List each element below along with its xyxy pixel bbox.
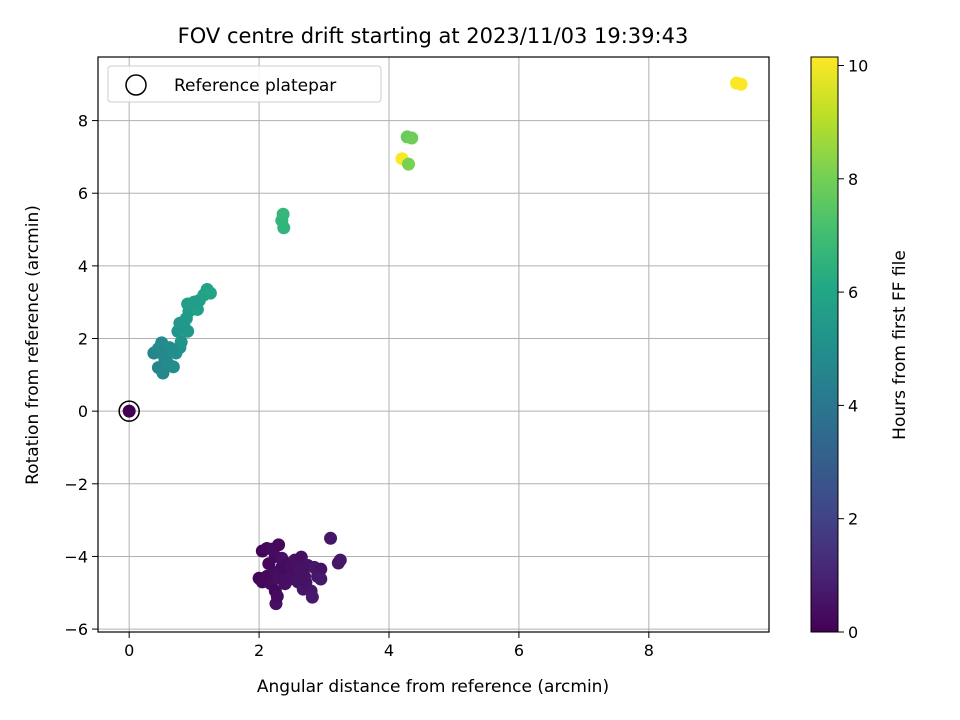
legend-marker-icon xyxy=(125,74,147,96)
data-point xyxy=(278,577,292,591)
data-point xyxy=(203,286,217,300)
data-point xyxy=(275,560,289,574)
reference-point xyxy=(122,404,136,418)
colorbar-tick-label: 6 xyxy=(848,283,858,302)
data-point xyxy=(262,557,276,571)
legend: Reference platepar xyxy=(107,65,382,103)
colorbar-ticks: 0 2 4 6 8 10 xyxy=(838,56,868,642)
data-point xyxy=(270,589,284,603)
x-tick-label: 2 xyxy=(254,641,264,660)
y-tick-label: 8 xyxy=(78,112,88,131)
x-tick-label: 4 xyxy=(384,641,394,660)
reference-marker xyxy=(118,400,140,422)
y-tick-label: 2 xyxy=(78,330,88,349)
y-axis-label: Rotation from reference (arcmin) xyxy=(23,205,43,485)
reference-ring xyxy=(118,400,140,422)
chart-title: FOV centre drift starting at 2023/11/03 … xyxy=(178,24,689,48)
colorbar-frame xyxy=(810,56,839,633)
colorbar-tick-label: 0 xyxy=(848,623,858,642)
x-tick-label: 8 xyxy=(644,641,654,660)
data-point xyxy=(174,335,188,349)
colorbar: 0 2 4 6 8 10 Hours from first FF file xyxy=(810,56,910,642)
legend-entry: Reference platepar xyxy=(174,76,336,96)
data-point xyxy=(305,590,319,604)
y-tick-label: 0 xyxy=(78,402,88,421)
data-point xyxy=(331,556,345,570)
x-axis-label: Angular distance from reference (arcmin) xyxy=(257,677,609,697)
colorbar-gradient xyxy=(811,57,838,632)
legend-box xyxy=(107,65,382,103)
data-point xyxy=(734,77,748,91)
colorbar-tick-label: 4 xyxy=(848,396,858,415)
colorbar-label: Hours from first FF file xyxy=(890,250,910,440)
colorbar-tick-label: 2 xyxy=(848,510,858,529)
data-point xyxy=(277,221,291,235)
y-tick-label: −4 xyxy=(64,547,88,566)
data-point xyxy=(166,360,180,374)
y-axis-ticks: −6 −4 −2 0 2 4 6 8 xyxy=(64,112,98,639)
data-point xyxy=(276,207,290,221)
data-point xyxy=(155,346,169,360)
x-tick-label: 6 xyxy=(514,641,524,660)
data-point xyxy=(405,131,419,145)
data-point xyxy=(314,572,328,586)
colorbar-tick-label: 10 xyxy=(848,56,868,75)
y-tick-label: 6 xyxy=(78,184,88,203)
y-tick-label: −6 xyxy=(64,620,88,639)
data-point xyxy=(175,319,189,333)
y-tick-label: −2 xyxy=(64,475,88,494)
data-point xyxy=(272,538,286,552)
data-point xyxy=(165,342,179,356)
data-point xyxy=(324,531,338,545)
plot-frame xyxy=(97,56,770,633)
x-tick-label: 0 xyxy=(124,641,134,660)
data-points xyxy=(147,76,748,611)
grid-lines xyxy=(98,57,769,632)
x-axis-ticks: 0 2 4 6 8 xyxy=(124,632,654,660)
data-point xyxy=(187,295,201,309)
data-point xyxy=(401,157,415,171)
colorbar-tick-label: 8 xyxy=(848,170,858,189)
data-point xyxy=(298,569,312,583)
y-tick-label: 4 xyxy=(78,257,88,276)
